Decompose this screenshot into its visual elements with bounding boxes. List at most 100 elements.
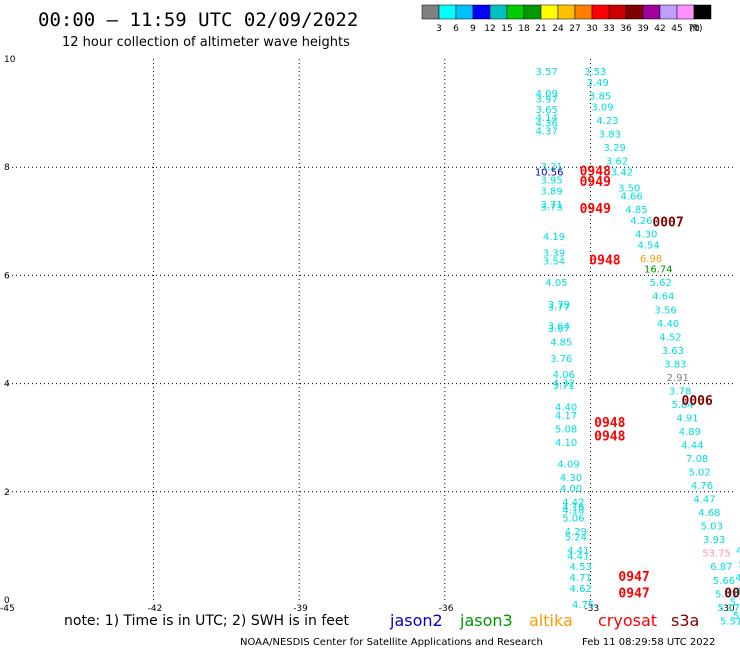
page-title: 00:00 – 11:59 UTC 02/09/2022 <box>38 9 358 31</box>
swh-value: 4.62 <box>570 584 592 595</box>
colorbar-swatch <box>421 4 440 20</box>
swh-value: 4.42 <box>562 497 584 508</box>
swh-value: 3.95 <box>540 175 562 186</box>
swh-value: 4.19 <box>543 232 565 243</box>
swh-value: 16.74 <box>644 265 673 276</box>
colorbar-label: 27 <box>569 24 580 34</box>
colorbar-label: 45 <box>671 24 682 34</box>
swh-value: 3.62 <box>606 156 628 167</box>
swh-value: 3.85 <box>589 92 611 103</box>
swh-value: 4.30 <box>635 230 657 241</box>
swh-value: 3.56 <box>654 305 676 316</box>
y-tick-label: 4 <box>4 380 10 390</box>
swh-value: 3.97 <box>536 94 558 105</box>
swh-value: 4.10 <box>555 438 577 449</box>
colorbar-swatch <box>557 4 576 20</box>
pass-time-label: 0948 <box>594 429 625 444</box>
swh-value: 2.91 <box>667 373 689 384</box>
colorbar-label: 9 <box>470 24 476 34</box>
swh-value: 5.66 <box>713 576 735 587</box>
colorbar-swatch <box>523 4 542 20</box>
swh-value: 5.04 <box>671 400 693 411</box>
swh-value: 5.01 <box>730 597 740 608</box>
colorbar-swatch <box>676 4 695 20</box>
swh-points: 3.57 3.533.49 4.09 3.85 3.97 3.09 3.654.14 4.23… <box>535 67 740 627</box>
x-tick-label: -45 <box>0 604 15 614</box>
swh-value: 3.83 <box>664 359 686 370</box>
swh-value: 4.09 <box>557 459 579 470</box>
swh-value: 4.71 <box>570 573 592 584</box>
swh-value: 4.14 <box>536 113 558 124</box>
swh-value: 3.65 <box>536 105 558 116</box>
swh-value: 4.68 <box>698 508 720 519</box>
colorbar-label: 15 <box>501 24 512 34</box>
footer-credit: NOAA/NESDIS Center for Satellite Applica… <box>240 637 543 648</box>
colorbar-label: 6 <box>453 24 459 34</box>
swh-value: 4.40 <box>555 403 577 414</box>
pass-time-label: 0949 <box>580 175 611 190</box>
colorbar-label: 3 <box>436 24 442 34</box>
swh-value: 5.0 <box>733 611 740 622</box>
swh-value: 3.50 <box>618 184 640 195</box>
x-tick-label: -33 <box>584 604 599 614</box>
swh-value: 5.51 <box>720 616 740 627</box>
swh-value: 5.08 <box>555 424 577 435</box>
swh-value: 6.87 <box>710 562 732 573</box>
colorbar-swatch <box>489 4 508 20</box>
swh-value: 3.49 <box>587 78 609 89</box>
swh-value: 3.73 <box>540 202 562 213</box>
swh-value: 4.9 <box>735 573 740 584</box>
swh-value: 3.79 <box>548 300 570 311</box>
pass-time-label: 0007 <box>652 216 683 231</box>
swh-value: 4.52 <box>659 332 681 343</box>
x-tick-label: -39 <box>293 604 308 614</box>
swh-value: 3.77 <box>548 303 570 314</box>
pass-time-labels: 0948094909490007094800060948094809470947… <box>580 164 740 601</box>
swh-value: 4.29 <box>565 527 587 538</box>
swh-value: 3.78 <box>669 386 691 397</box>
y-tick-label: 6 <box>4 271 10 281</box>
swh-value: 4.53 <box>570 562 592 573</box>
swh-value: 4.17 <box>555 411 577 422</box>
pass-time-label: 0949 <box>580 202 611 217</box>
swh-value: 4. <box>736 546 740 557</box>
colorbar-label: 12 <box>484 24 495 34</box>
colorbar-label: 24 <box>552 24 564 34</box>
plot-area <box>8 59 736 600</box>
legend-cryosat: cryosat <box>598 611 657 630</box>
colorbar: 3 6 9 12 15 18 21 24 27 30 33 36 39 42 45 70(ft) <box>421 4 712 34</box>
swh-value: 5.02 <box>688 468 710 479</box>
swh-value: 4.85 <box>625 205 647 216</box>
swh-value: 3.76 <box>550 354 572 365</box>
legend-jason2: jason2 <box>389 611 443 630</box>
colorbar-swatch <box>472 4 491 20</box>
pass-time-label: 0948 <box>594 416 625 431</box>
colorbar-label: 21 <box>535 24 546 34</box>
swh-value: 4.8 <box>735 587 740 598</box>
swh-value: 4.36 <box>536 119 558 130</box>
swh-value: 4.41 <box>567 551 589 562</box>
swh-value: 5. <box>739 560 740 571</box>
colorbar-label: 39 <box>637 24 649 34</box>
swh-value: 5.83 <box>715 589 737 600</box>
colorbar-swatch <box>540 4 559 20</box>
pass-time-label: 0947 <box>618 570 649 585</box>
swh-value: 4.18 <box>562 505 584 516</box>
pass-time-label: 0948 <box>589 254 620 269</box>
pass-time-label: 0947 <box>618 586 649 601</box>
legend-s3a: s3a <box>671 611 699 630</box>
colorbar-swatch <box>642 4 661 20</box>
pass-time-label: 0006 <box>682 394 713 409</box>
colorbar-swatch <box>506 4 525 20</box>
swh-value: 4.09 <box>536 89 558 100</box>
colorbar-swatch <box>625 4 644 20</box>
legend-jason3: jason3 <box>459 611 513 630</box>
swh-value: 3.83 <box>599 129 621 140</box>
swh-value: 6.98 <box>640 254 662 265</box>
colorbar-label: 33 <box>603 24 614 34</box>
swh-value: 3.71 <box>540 200 562 211</box>
colorbar-swatch <box>591 4 610 20</box>
colorbar-swatch <box>693 4 712 20</box>
y-tick-label: 2 <box>4 488 10 498</box>
swh-value: 4.41 <box>567 546 589 557</box>
